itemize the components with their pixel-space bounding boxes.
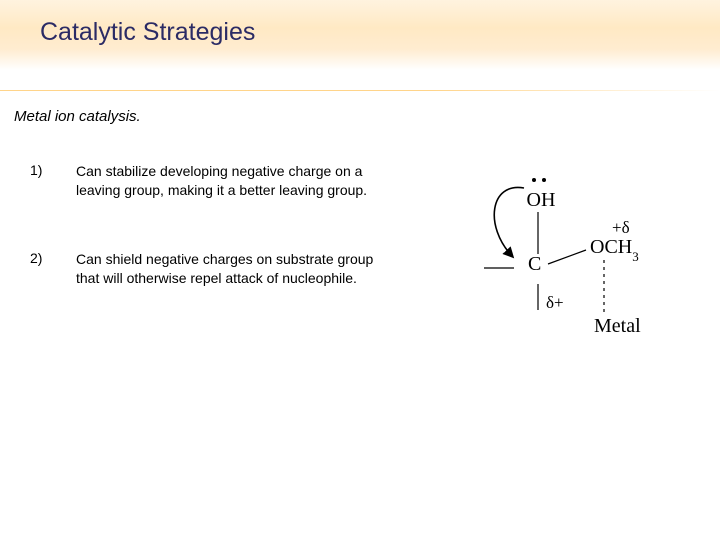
svg-text:OCH3: OCH3 <box>590 236 639 264</box>
list-item-number: 1) <box>30 162 42 178</box>
list-item-text: Can shield negative charges on substrate… <box>76 250 376 288</box>
slide-title: Catalytic Strategies <box>40 18 255 47</box>
svg-text:C: C <box>528 253 541 275</box>
list-item-number: 2) <box>30 250 42 266</box>
svg-text:+δ: +δ <box>612 218 630 237</box>
slide-subtitle: Metal ion catalysis. <box>14 108 141 125</box>
list-item-text: Can stabilize developing negative charge… <box>76 162 376 200</box>
svg-text:OH: OH <box>527 189 556 211</box>
svg-text:δ+: δ+ <box>546 293 564 312</box>
svg-text:Metal: Metal <box>594 315 641 337</box>
reaction-diagram: C OH OCH3+δ δ+ Metal <box>440 160 680 360</box>
divider-rule <box>0 90 720 91</box>
slide: { "title": "Catalytic Strategies", "subt… <box>0 0 720 540</box>
